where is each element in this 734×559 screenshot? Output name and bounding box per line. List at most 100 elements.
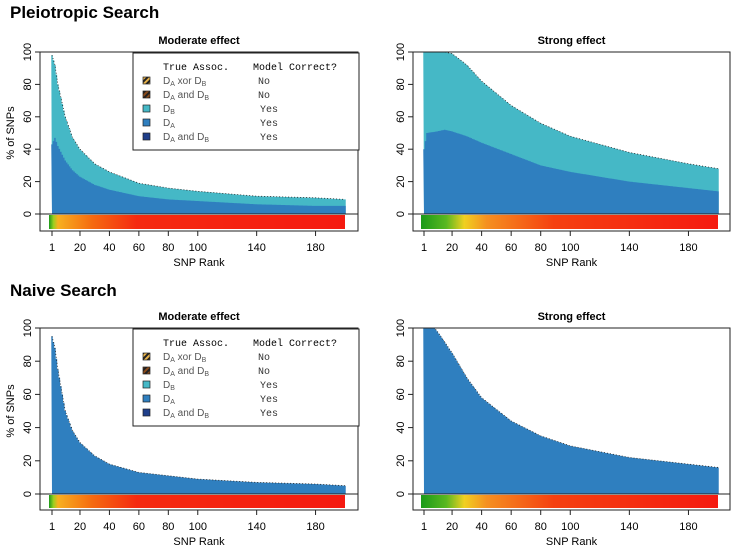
x-tick-label: 80 [535,242,547,254]
panel-title: Strong effect [538,35,606,47]
top-outline [51,55,346,200]
x-tick-label: 40 [103,521,115,533]
y-tick-label: 60 [395,388,407,400]
y-tick-label: 40 [395,143,407,155]
y-tick-label: 40 [22,421,34,433]
x-tick-label: 40 [475,521,487,533]
x-tick-label: 80 [162,521,174,533]
legend-header-assoc: True Assoc. [163,339,229,350]
legend-swatch [142,76,151,85]
y-tick-label: 100 [395,319,407,337]
x-tick-label: 40 [103,242,115,254]
y-tick-label: 80 [395,78,407,90]
legend-swatch [142,118,151,127]
panel-title: Moderate effect [158,311,240,323]
x-tick-label: 100 [561,521,579,533]
x-tick-label: 80 [162,242,174,254]
y-tick-label: 60 [22,111,34,123]
legend-label: DA and DB [163,90,209,102]
x-tick-label: 1 [49,242,55,254]
x-tick-label: 60 [505,242,517,254]
y-tick-label: 0 [22,491,34,497]
x-tick-label: 180 [306,521,324,533]
legend-correct: Yes [260,409,278,420]
legend-label: DB [163,380,175,392]
x-tick-label: 60 [133,521,145,533]
x-tick-label: 180 [679,521,697,533]
rank-heatmap [421,495,718,508]
area-DA [51,336,346,494]
legend-header-assoc: True Assoc. [163,63,229,74]
x-tick-label: 140 [620,521,638,533]
y-tick-label: 20 [22,175,34,187]
section-title-naive: Naive Search [10,281,117,300]
x-tick-label: 20 [74,521,86,533]
legend-header-correct: Model Correct? [253,62,337,74]
legend-correct: Yes [260,105,278,116]
legend-swatch [142,394,151,403]
x-tick-label: 20 [446,242,458,254]
y-tick-label: 60 [395,111,407,123]
x-tick-label: 140 [620,242,638,254]
x-tick-label: 80 [535,521,547,533]
legend-header-correct: Model Correct? [253,338,337,350]
x-tick-label: 140 [247,242,265,254]
x-tick-label: 140 [247,521,265,533]
rank-heatmap [49,215,345,229]
legend-swatch [142,132,151,141]
area-DA [423,129,719,214]
y-axis-label: % of SNPs [5,106,17,160]
x-axis-label: SNP Rank [173,257,225,269]
legend-label: DB [163,104,175,116]
top-outline [51,336,346,487]
legend: True Assoc. Model Correct? DA xor DB No DA a… [132,52,360,151]
plot-frame [412,51,731,232]
legend-correct: Yes [260,133,278,144]
top-outline [424,51,719,170]
x-tick-label: 40 [475,242,487,254]
x-tick-label: 180 [306,242,324,254]
y-tick-label: 80 [22,78,34,90]
y-tick-label: 0 [22,211,34,217]
legend-correct: Yes [260,381,278,392]
y-axis-label: % of SNPs [5,384,17,438]
legend-label: DA [163,394,175,406]
x-tick-label: 100 [189,242,207,254]
x-tick-label: 20 [74,242,86,254]
rank-heatmap [49,495,345,508]
x-axis-label: SNP Rank [173,536,225,548]
legend-correct: No [258,77,270,88]
x-tick-label: 60 [505,521,517,533]
x-tick-label: 100 [189,521,207,533]
legend-label: DA xor DB [163,76,207,88]
legend: True Assoc. Model Correct? DA xor DB No DA a… [132,328,360,427]
legend-swatch [142,366,151,375]
legend-correct: Yes [260,395,278,406]
x-tick-label: 60 [133,242,145,254]
x-tick-label: 20 [446,521,458,533]
y-tick-label: 20 [395,455,407,467]
y-tick-label: 80 [395,355,407,367]
y-tick-label: 60 [22,388,34,400]
area-DA [51,137,346,214]
legend-correct: No [258,91,270,102]
legend-label: DA and DB [163,408,209,420]
legend-label: DA and DB [163,366,209,378]
section-title-pleiotropic: Pleiotropic Search [10,3,159,22]
y-tick-label: 40 [395,421,407,433]
legend-swatch [142,352,151,361]
panel-title: Strong effect [538,311,606,323]
plot-frame [412,327,731,511]
legend-swatch [142,104,151,113]
y-tick-label: 100 [395,43,407,61]
y-tick-label: 20 [22,455,34,467]
y-tick-label: 0 [395,491,407,497]
legend-swatch [142,408,151,417]
legend-swatch [142,380,151,389]
x-tick-label: 100 [561,242,579,254]
